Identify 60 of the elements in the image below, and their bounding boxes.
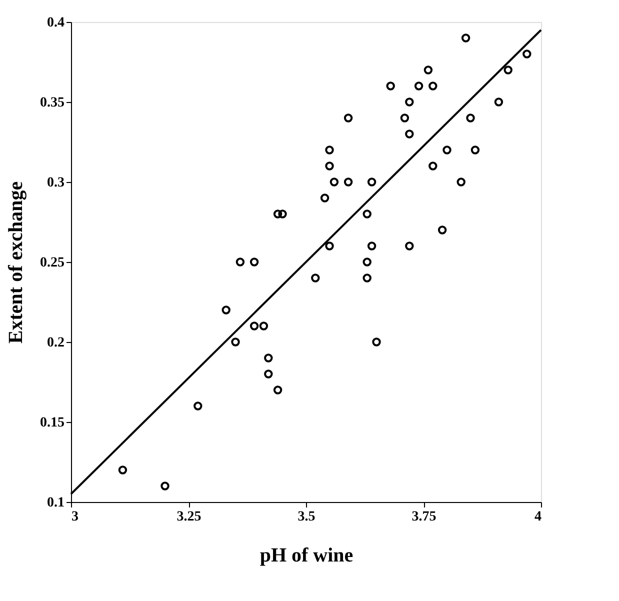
point bbox=[273, 210, 282, 218]
point bbox=[264, 370, 273, 378]
point bbox=[259, 322, 268, 330]
point bbox=[118, 466, 128, 474]
point bbox=[231, 338, 240, 346]
point bbox=[372, 338, 381, 346]
point bbox=[400, 114, 410, 122]
point bbox=[362, 258, 372, 266]
point bbox=[414, 82, 424, 90]
y-tick-label: 0.1 bbox=[47, 496, 64, 510]
y-tick-label: 0.25 bbox=[40, 256, 64, 270]
point bbox=[325, 146, 334, 154]
point bbox=[362, 210, 372, 218]
point bbox=[424, 66, 433, 74]
x-tick-label: 3.25 bbox=[176, 510, 202, 524]
point bbox=[273, 386, 282, 394]
point bbox=[405, 242, 414, 250]
point bbox=[504, 66, 512, 74]
point bbox=[494, 98, 504, 106]
point bbox=[325, 162, 334, 170]
point bbox=[367, 178, 376, 186]
point bbox=[344, 178, 353, 186]
point bbox=[442, 146, 452, 154]
x-tick-label: 3.5 bbox=[298, 510, 316, 524]
point bbox=[438, 226, 447, 234]
point bbox=[194, 402, 202, 410]
y-tick-label: 0.15 bbox=[40, 416, 64, 430]
point bbox=[428, 82, 438, 90]
point bbox=[386, 82, 395, 90]
y-tick-label: 0.2 bbox=[47, 336, 64, 350]
x-axis-title: pH of wine bbox=[260, 544, 354, 566]
x-tick-label: 3.75 bbox=[412, 510, 436, 524]
point bbox=[470, 146, 480, 154]
y-tick-label: 0.3 bbox=[47, 176, 64, 190]
x-tick-label: 4 bbox=[534, 510, 542, 524]
point bbox=[428, 162, 438, 170]
point bbox=[264, 354, 273, 362]
y-axis-title: Extent of exchange bbox=[5, 181, 27, 344]
point bbox=[160, 482, 170, 490]
point bbox=[325, 242, 334, 250]
point bbox=[405, 98, 414, 106]
point bbox=[466, 114, 475, 122]
point bbox=[311, 274, 320, 282]
point bbox=[278, 210, 287, 218]
point bbox=[367, 242, 376, 250]
point bbox=[461, 34, 470, 42]
point bbox=[250, 258, 259, 266]
y-tick-label: 0.4 bbox=[47, 16, 64, 30]
point bbox=[405, 130, 414, 138]
point bbox=[522, 50, 532, 58]
point bbox=[330, 178, 339, 186]
point bbox=[362, 274, 372, 282]
y-tick-label: 0.35 bbox=[40, 96, 64, 110]
point bbox=[344, 114, 353, 122]
point bbox=[236, 258, 245, 266]
point bbox=[456, 178, 466, 186]
point bbox=[250, 322, 259, 330]
point bbox=[320, 194, 330, 202]
x-tick-label: 3 bbox=[72, 510, 78, 524]
point bbox=[222, 306, 230, 314]
